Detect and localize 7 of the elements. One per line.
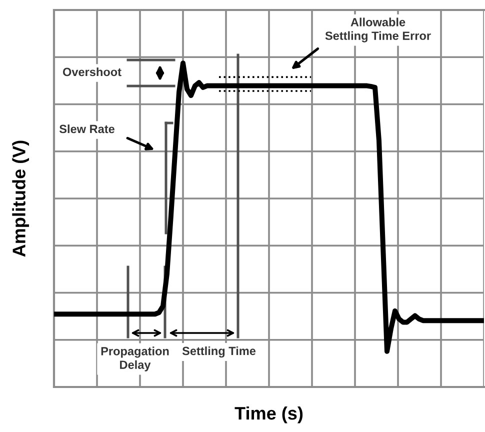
annotation: Propagation Delay [101,346,169,372]
annotation: Slew Rate [59,124,114,134]
annotation: Settling Time [182,346,256,358]
annotation: Overshoot [62,68,122,76]
text: Allowable Settling Time Error [325,18,431,42]
y-axis-title: Amplitude (V) [12,140,29,257]
x-axis-title: Time (s) [234,406,303,424]
